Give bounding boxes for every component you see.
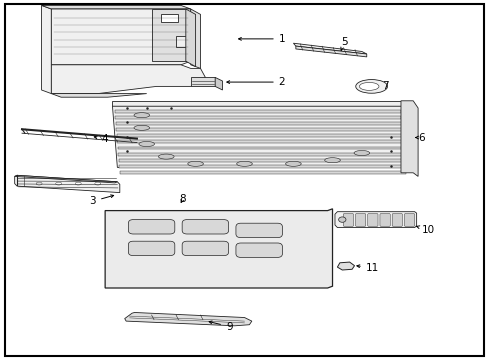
Polygon shape xyxy=(117,134,402,137)
Ellipse shape xyxy=(75,182,81,185)
FancyBboxPatch shape xyxy=(391,213,402,226)
Polygon shape xyxy=(120,171,405,174)
Text: 4: 4 xyxy=(94,134,108,144)
Polygon shape xyxy=(51,65,205,94)
Polygon shape xyxy=(51,94,146,97)
Polygon shape xyxy=(116,128,402,131)
Polygon shape xyxy=(161,14,178,22)
Polygon shape xyxy=(185,9,195,67)
Polygon shape xyxy=(41,5,190,9)
Text: 2: 2 xyxy=(226,77,285,87)
Ellipse shape xyxy=(359,82,378,90)
Text: 3: 3 xyxy=(89,195,113,206)
Polygon shape xyxy=(112,101,407,106)
Polygon shape xyxy=(15,175,117,183)
Polygon shape xyxy=(118,153,404,156)
FancyBboxPatch shape xyxy=(182,220,228,234)
Polygon shape xyxy=(116,122,401,125)
Polygon shape xyxy=(124,312,251,326)
FancyBboxPatch shape xyxy=(182,241,228,256)
Polygon shape xyxy=(51,9,190,65)
Polygon shape xyxy=(190,9,200,68)
Polygon shape xyxy=(115,110,400,113)
Text: 11: 11 xyxy=(356,263,378,273)
Text: 10: 10 xyxy=(415,225,434,235)
Ellipse shape xyxy=(236,161,252,166)
Ellipse shape xyxy=(139,141,154,147)
Polygon shape xyxy=(295,46,366,57)
Ellipse shape xyxy=(324,158,340,163)
Ellipse shape xyxy=(95,182,101,185)
Ellipse shape xyxy=(353,150,369,156)
FancyBboxPatch shape xyxy=(404,213,414,226)
Polygon shape xyxy=(41,5,51,94)
FancyBboxPatch shape xyxy=(355,213,365,226)
FancyBboxPatch shape xyxy=(128,220,175,234)
Polygon shape xyxy=(105,209,332,288)
Polygon shape xyxy=(112,106,412,167)
FancyBboxPatch shape xyxy=(367,213,377,226)
Polygon shape xyxy=(190,77,215,86)
Ellipse shape xyxy=(134,125,149,130)
Text: 7: 7 xyxy=(382,81,388,91)
Text: 8: 8 xyxy=(179,194,186,204)
Ellipse shape xyxy=(134,113,149,118)
Text: 5: 5 xyxy=(340,37,347,50)
Polygon shape xyxy=(117,140,403,143)
Ellipse shape xyxy=(36,182,42,185)
FancyBboxPatch shape xyxy=(236,223,282,238)
Polygon shape xyxy=(293,43,366,54)
Polygon shape xyxy=(118,147,403,149)
Polygon shape xyxy=(400,101,417,176)
Polygon shape xyxy=(334,212,416,228)
Text: 6: 6 xyxy=(415,132,425,143)
Polygon shape xyxy=(215,77,222,90)
Text: 9: 9 xyxy=(209,321,232,332)
Text: 1: 1 xyxy=(238,34,285,44)
FancyBboxPatch shape xyxy=(128,241,175,256)
Polygon shape xyxy=(337,262,354,270)
Ellipse shape xyxy=(158,154,174,159)
Polygon shape xyxy=(119,165,405,168)
FancyBboxPatch shape xyxy=(236,243,282,257)
Polygon shape xyxy=(119,159,404,162)
Ellipse shape xyxy=(338,217,346,222)
FancyBboxPatch shape xyxy=(379,213,389,226)
Ellipse shape xyxy=(285,161,301,166)
Ellipse shape xyxy=(355,80,386,93)
Polygon shape xyxy=(115,116,401,119)
Polygon shape xyxy=(151,9,185,61)
Ellipse shape xyxy=(187,161,203,166)
FancyBboxPatch shape xyxy=(343,213,353,226)
Polygon shape xyxy=(15,175,120,193)
Ellipse shape xyxy=(56,182,61,185)
